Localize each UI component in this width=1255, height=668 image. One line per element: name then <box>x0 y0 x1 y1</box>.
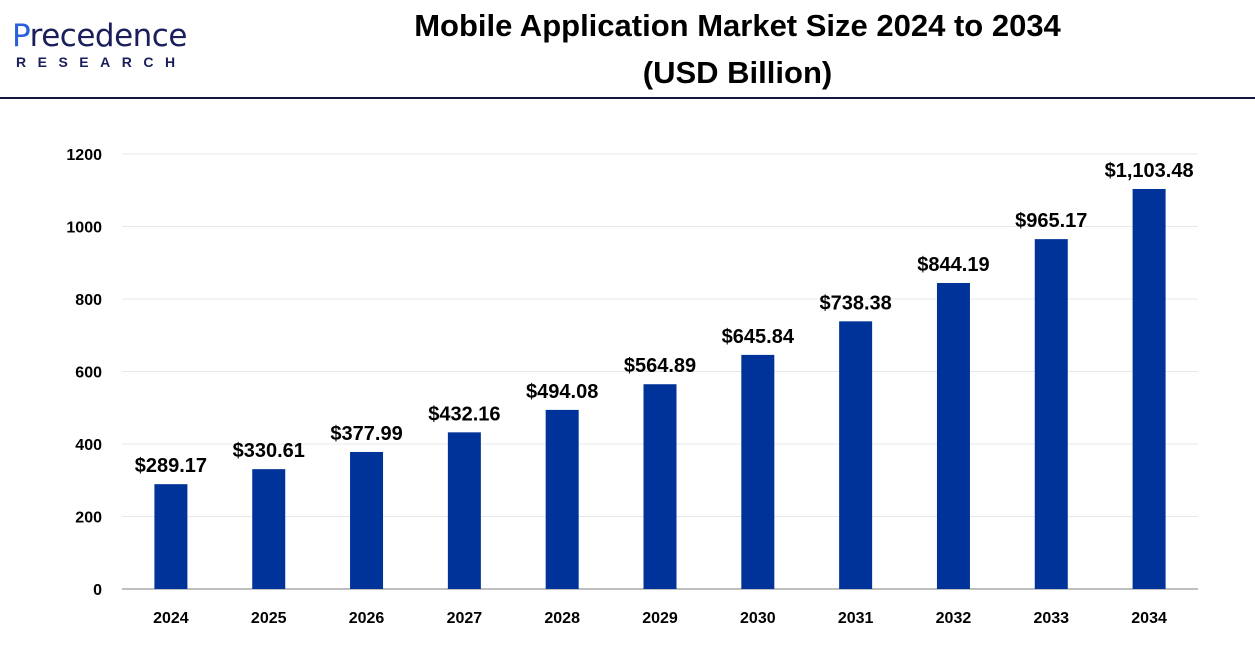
bar-2027 <box>447 432 481 589</box>
x-tick-label: 2033 <box>1033 610 1069 627</box>
logo-text-top: Precedence <box>12 18 187 54</box>
bar-2028 <box>545 409 579 589</box>
x-tick-label: 2031 <box>838 610 874 627</box>
data-label: $965.17 <box>1015 210 1087 232</box>
data-label: $564.89 <box>624 355 696 377</box>
data-label: $645.84 <box>722 326 795 348</box>
bar-2033 <box>1034 239 1068 590</box>
data-label: $1,103.48 <box>1105 160 1194 182</box>
x-tick-label: 2024 <box>153 610 189 627</box>
x-tick-label: 2032 <box>936 610 972 627</box>
data-label: $844.19 <box>917 254 989 276</box>
title-line: Mobile Application Market Size 2024 to 2… <box>414 8 1061 43</box>
x-tick-label: 2025 <box>251 610 287 627</box>
subtitle-line: (USD Billion) <box>642 55 833 90</box>
data-label: $289.17 <box>135 455 207 477</box>
y-tick-label: 400 <box>75 437 102 454</box>
x-tick-label: 2034 <box>1131 610 1167 627</box>
x-tick-label: 2028 <box>544 610 580 627</box>
bar-2026 <box>350 451 384 589</box>
y-tick-label: 200 <box>75 510 102 527</box>
bar-2029 <box>643 384 677 589</box>
x-tick-label: 2026 <box>349 610 385 627</box>
header-divider <box>0 97 1255 99</box>
data-label: $432.16 <box>428 403 500 425</box>
bar-2025 <box>252 469 286 589</box>
y-tick-label: 800 <box>75 292 102 309</box>
x-tick-label: 2030 <box>740 610 776 627</box>
data-label: $330.61 <box>233 440 305 462</box>
data-label: $377.99 <box>330 423 402 445</box>
data-label: $494.08 <box>526 381 598 403</box>
bar-2030 <box>741 354 775 589</box>
y-tick-label: 0 <box>93 582 102 599</box>
y-tick-label: 1000 <box>66 220 102 237</box>
logo-text-bottom: RESEARCH <box>16 54 187 70</box>
data-label: $738.38 <box>819 292 891 314</box>
bar-2034 <box>1132 188 1166 589</box>
y-tick-label: 1200 <box>66 147 102 164</box>
x-tick-label: 2027 <box>447 610 483 627</box>
bar-2032 <box>936 282 970 589</box>
chart-title: Mobile Application Market Size 2024 to 2… <box>330 2 1145 96</box>
precedence-research-logo: Precedence RESEARCH <box>12 18 202 73</box>
y-tick-label: 600 <box>75 365 102 382</box>
bar-2024 <box>154 484 188 589</box>
x-tick-label: 2029 <box>642 610 678 627</box>
bar-2031 <box>839 321 873 589</box>
